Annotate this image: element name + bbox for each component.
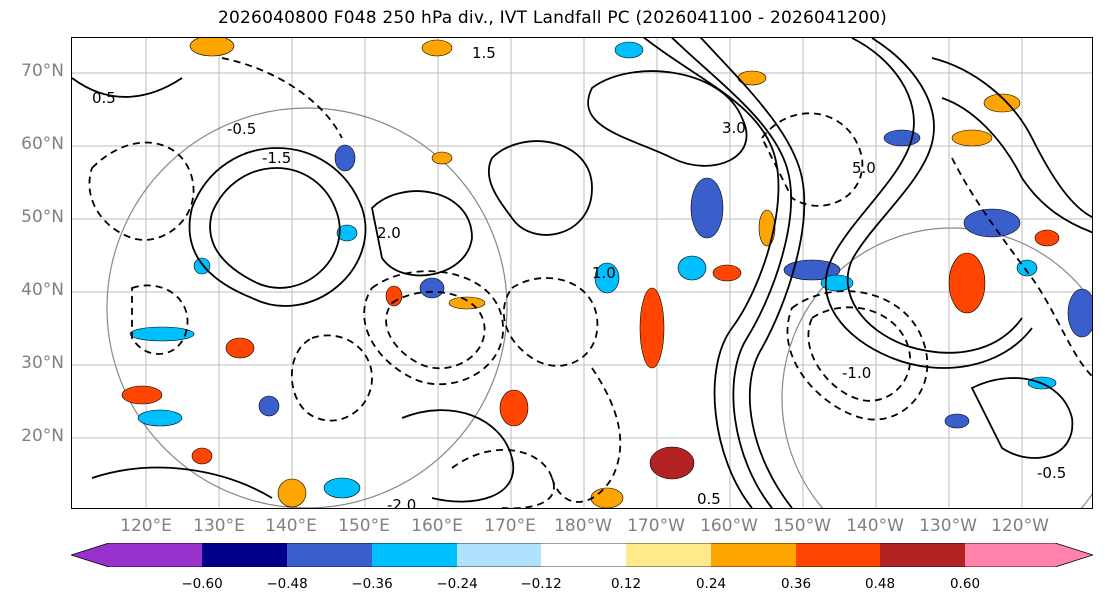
colorbar-tick: 0.36 — [780, 576, 812, 592]
lon-label-170e: 170°E — [484, 516, 536, 536]
lat-label-30n: 30°N — [21, 353, 64, 373]
colorbar-segment — [626, 543, 711, 567]
lon-label-150w: 150°W — [773, 516, 831, 536]
lat-label-40n: 40°N — [21, 280, 64, 300]
lon-label-130w: 130°W — [919, 516, 977, 536]
lon-label-160w: 160°W — [700, 516, 758, 536]
colorbar-segment — [711, 543, 796, 567]
colorbar-tick: −0.48 — [266, 576, 308, 592]
lon-label-150e: 150°E — [338, 516, 390, 536]
colorbar-tick: 0.48 — [864, 576, 896, 592]
map-canvas: -1.5 -0.5 0.5 1.0 -1.0 3.0 2.0 -2.0 5.0 … — [72, 38, 1092, 509]
lon-label-120e: 120°E — [120, 516, 172, 536]
colorbar-tick: 0.24 — [695, 576, 727, 592]
lon-label-140e: 140°E — [265, 516, 317, 536]
colorbar-tick: −0.12 — [520, 576, 562, 592]
lon-label-170w: 170°W — [627, 516, 685, 536]
graticule — [72, 38, 1092, 508]
lon-label-120w: 120°W — [991, 516, 1049, 536]
lat-label-50n: 50°N — [21, 207, 64, 227]
contour-label: 2.0 — [377, 224, 401, 242]
region-outlines — [106, 107, 1092, 508]
contour-label: 0.5 — [92, 89, 116, 107]
lon-label-140w: 140°W — [846, 516, 904, 536]
colorbar-tick: 0.12 — [610, 576, 642, 592]
contour-label: -0.5 — [1037, 464, 1066, 482]
positive-contours — [72, 38, 1092, 508]
colorbar-tick: 0.60 — [949, 576, 981, 592]
colorbar-segment — [202, 543, 287, 567]
contour-label: -1.0 — [842, 364, 871, 382]
contour-label: -2.0 — [387, 496, 416, 509]
colorbar-tick: −0.36 — [351, 576, 393, 592]
map-title: 2026040800 F048 250 hPa div., IVT Landfa… — [218, 8, 887, 28]
colorbar-segment — [880, 543, 965, 567]
negative-contours — [88, 57, 1092, 508]
contour-label: 3.0 — [722, 119, 746, 137]
colorbar-tick: −0.60 — [181, 576, 223, 592]
lat-label-60n: 60°N — [21, 134, 64, 154]
colorbar-segment — [71, 543, 202, 567]
contour-label: 5.0 — [852, 159, 876, 177]
contour-label: 0.5 — [697, 490, 721, 508]
map-panel: -1.5 -0.5 0.5 1.0 -1.0 3.0 2.0 -2.0 5.0 … — [71, 37, 1093, 509]
contour-label: -1.5 — [262, 149, 291, 167]
colorbar-segment — [541, 543, 626, 567]
colorbar-segment — [287, 543, 372, 567]
colorbar-tick: −0.24 — [436, 576, 478, 592]
colorbar-segment — [372, 543, 457, 567]
lon-label-160e: 160°E — [411, 516, 463, 536]
colorbar-segment — [457, 543, 541, 567]
colorbar — [71, 543, 1093, 567]
contour-label: 1.0 — [592, 264, 616, 282]
lat-label-20n: 20°N — [21, 426, 64, 446]
lon-label-130e: 130°E — [193, 516, 245, 536]
lon-label-180w: 180°W — [554, 516, 612, 536]
contour-label: 1.5 — [472, 44, 496, 62]
colorbar-segment — [965, 543, 1093, 567]
colorbar-segment — [796, 543, 880, 567]
lat-label-70n: 70°N — [21, 61, 64, 81]
contour-label: -0.5 — [227, 120, 256, 138]
contour-labels: -1.5 -0.5 0.5 1.0 -1.0 3.0 2.0 -2.0 5.0 … — [92, 44, 1066, 509]
